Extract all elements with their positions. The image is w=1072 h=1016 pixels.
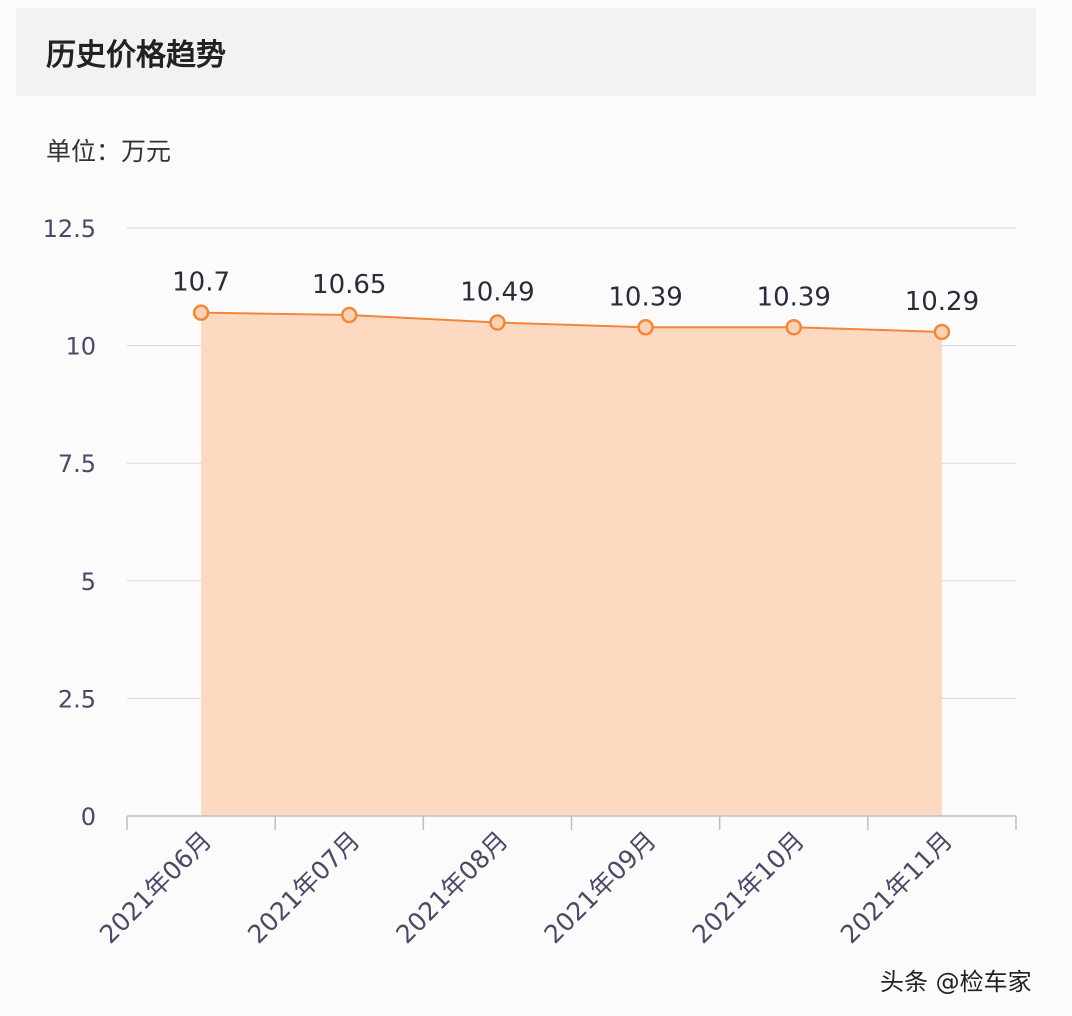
data-label: 10.49 — [460, 278, 534, 308]
data-point — [933, 323, 951, 341]
unit-label: 单位：万元 — [46, 137, 172, 166]
series-line — [201, 311, 942, 333]
data-label: 10.39 — [757, 282, 831, 312]
page-title: 历史价格趋势 — [46, 38, 226, 73]
x-tick-label: 2021年07月 — [242, 826, 365, 949]
data-point — [489, 314, 506, 331]
data-point — [192, 304, 210, 321]
chart-header: 历史价格趋势 — [16, 8, 1036, 96]
y-tick-label: 10 — [65, 333, 96, 361]
x-tick-label: 2021年10月 — [687, 826, 810, 949]
y-tick-label: 2.5 — [58, 685, 96, 713]
y-tick-label: 7.5 — [58, 450, 96, 478]
y-tick-label: 12.5 — [43, 215, 96, 243]
data-label: 10.29 — [905, 287, 979, 317]
x-tick-label: 2021年06月 — [94, 826, 217, 949]
y-tick-label: 5 — [81, 568, 96, 596]
data-label: 10.65 — [312, 270, 386, 300]
data-label: 10.7 — [172, 268, 230, 298]
data-point — [341, 306, 358, 324]
data-label: 10.39 — [608, 282, 682, 312]
y-tick-label: 0 — [81, 803, 96, 831]
data-point — [785, 319, 802, 336]
x-tick-label: 2021年08月 — [390, 826, 513, 949]
watermark: 头条 @检车家 — [880, 968, 1032, 996]
x-tick-label: 2021年11月 — [835, 826, 958, 949]
data-point — [637, 319, 654, 336]
x-tick-label: 2021年09月 — [538, 826, 661, 949]
series-area — [201, 312, 942, 816]
